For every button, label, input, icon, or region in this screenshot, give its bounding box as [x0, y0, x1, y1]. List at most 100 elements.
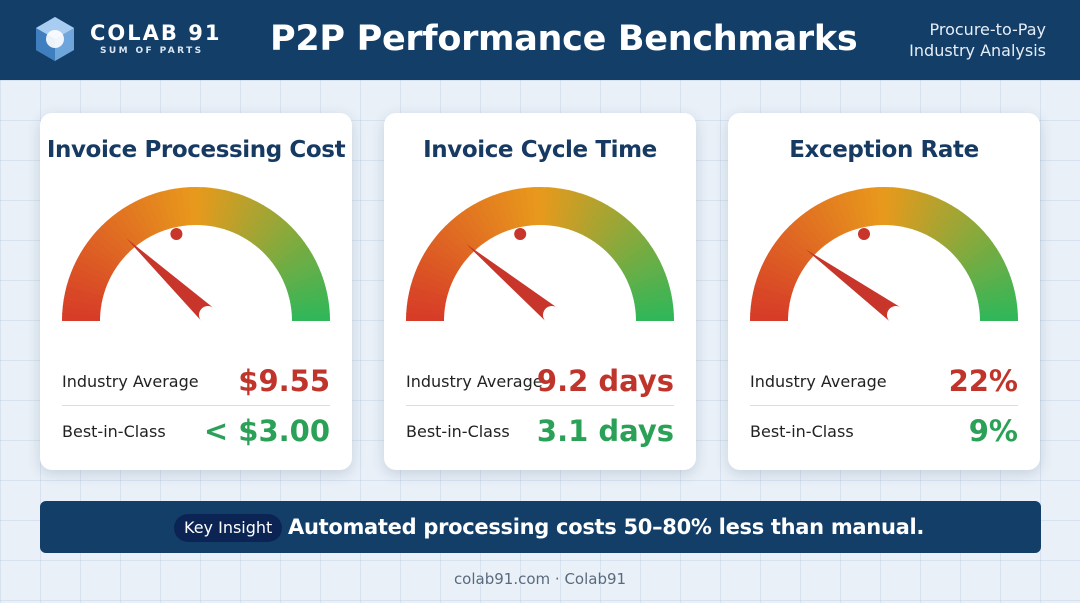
gauge-arc-segment	[869, 187, 880, 226]
gauge-arc-segment	[973, 272, 1012, 293]
gauge-needle	[805, 249, 902, 323]
gauge-arc-segment	[958, 236, 994, 266]
gauge-arc-segment	[68, 271, 107, 292]
gauge-arc-segment	[936, 208, 964, 244]
card-title: Exception Rate	[789, 137, 979, 163]
gauge-marker-dot	[170, 228, 183, 240]
benchmark-card-cycle-time: Invoice Cycle Time Industry Average 9.2 …	[384, 113, 696, 470]
gauge-arc-segment	[291, 313, 330, 321]
gauge-arc-segment	[505, 189, 521, 229]
gauge-arc-segment	[752, 285, 792, 302]
key-insight-text: Automated processing costs 50–80% less t…	[288, 515, 925, 539]
gauge-arc-segment	[273, 242, 309, 270]
gauge-arc-segment	[91, 230, 126, 261]
key-insight-banner: Key Insight Automated processing costs 5…	[40, 501, 1041, 553]
footer-text[interactable]: colab91.com · Colab91	[453, 570, 627, 588]
industry-average-row: Industry Average 22%	[750, 362, 1018, 402]
gauge-arc-segment	[631, 279, 670, 297]
gauge-arc-segment	[461, 208, 489, 244]
industry-average-value: $9.55	[238, 364, 330, 398]
gauge-arc-segment	[971, 266, 1010, 288]
gauge-arc-segment	[525, 187, 536, 226]
gauge-arc-segment	[431, 235, 466, 265]
header-bar: COLAB 91 SUM OF PARTS P2P Performance Be…	[0, 0, 1080, 80]
gauge-arc-segment	[876, 187, 886, 226]
gauge-arc-segment	[607, 226, 641, 258]
gauge-arc-segment	[287, 279, 326, 297]
gauge-arc-segment	[181, 187, 192, 226]
gauge-arc-segment	[435, 230, 470, 261]
best-in-class-value: < $3.00	[203, 414, 330, 448]
gauge-arc-segment	[923, 198, 946, 236]
gauge-arc-segment	[467, 204, 493, 241]
gauge-arc-segment	[964, 248, 1001, 274]
gauge-arc-segment	[918, 195, 940, 234]
gauge-arc-segment	[940, 212, 970, 247]
gauge-arc-segment	[545, 187, 556, 226]
gauge-arc-segment	[764, 253, 802, 278]
gauge-arc-segment	[979, 306, 1018, 317]
gauge-arc-segment	[771, 241, 807, 269]
gauge-arc-segment	[969, 260, 1007, 283]
gauge-arc-segment	[899, 188, 913, 228]
gauge-arc-segment	[600, 216, 631, 251]
gauge-arc-segment	[976, 286, 1016, 302]
gauge-arc-segment	[849, 189, 865, 229]
gauge-arc-segment	[555, 188, 569, 228]
gauge-arc-segment	[794, 216, 825, 250]
gauge-arc-segment	[473, 201, 498, 238]
gauge-arc-segment	[961, 242, 997, 270]
gauge-marker-dot	[858, 228, 870, 240]
industry-average-label: Industry Average	[750, 372, 887, 391]
speedometer-gauge-icon	[750, 187, 1018, 323]
gauge-arc-segment	[592, 208, 620, 244]
card-title: Invoice Processing Cost	[46, 137, 346, 163]
gauge-arc-segment	[758, 265, 797, 287]
gauge-arc-segment	[66, 278, 105, 297]
hexagon-logo-icon	[36, 17, 74, 61]
gauge-arc-segment	[632, 286, 672, 302]
gauge-arc-segment	[635, 313, 674, 321]
gauge-arc-segment	[751, 292, 791, 306]
gauge-arc-segment	[625, 260, 663, 283]
gauge-arc-segment	[948, 221, 980, 254]
gauge-arc-segment	[410, 278, 449, 297]
gauge-arc-segment	[614, 236, 650, 266]
page-subtitle: Procure-to-Pay Industry Analysis	[909, 19, 1046, 61]
gauge-arc-segment	[784, 225, 817, 257]
gauge-arc-segment	[491, 193, 512, 232]
best-in-class-value: 3.1 days	[536, 414, 674, 448]
gauge-arc-segment	[260, 221, 292, 254]
gauge-arc-segment	[201, 187, 212, 226]
gauge-arc-segment	[564, 191, 583, 230]
gauge-arc-segment	[283, 266, 322, 288]
gauge-arc-segment	[288, 286, 328, 302]
gauge-arc-segment	[620, 248, 657, 274]
gauge-arc-segment	[633, 293, 673, 307]
card-title: Invoice Cycle Time	[423, 137, 657, 163]
gauge-arc-segment	[289, 293, 329, 307]
gauge-arc-segment	[485, 195, 507, 234]
gauge-arc-segment	[79, 247, 116, 273]
gauge-arc-segment	[168, 188, 182, 228]
gauge-arc-segment	[161, 189, 177, 229]
gauge-arc-segment	[235, 198, 258, 236]
benchmark-card-invoice-cost: Invoice Processing Cost Industry Average…	[40, 113, 352, 470]
gauge-marker-dot	[514, 228, 527, 240]
brand: COLAB 91 SUM OF PARTS	[90, 22, 221, 57]
subtitle-line-2: Industry Analysis	[909, 41, 1046, 60]
gauge-arc-segment	[903, 189, 920, 229]
industry-average-label: Industry Average	[62, 372, 199, 391]
gauge-arc-segment	[932, 204, 958, 241]
gauge-arc-segment	[215, 189, 232, 229]
gauge-arc-segment	[856, 188, 870, 228]
gauge-arc-segment	[279, 254, 316, 279]
industry-average-label: Industry Average	[406, 372, 543, 391]
gauge-arc-segment	[220, 191, 239, 230]
gauge-arc-segment	[811, 204, 837, 241]
gauge-arc-segment	[123, 204, 149, 241]
gauge-arc-segment	[154, 191, 172, 230]
gauge-arc-segment	[76, 253, 114, 278]
gauge-arc-segment	[944, 216, 975, 251]
industry-average-value: 22%	[948, 364, 1018, 398]
